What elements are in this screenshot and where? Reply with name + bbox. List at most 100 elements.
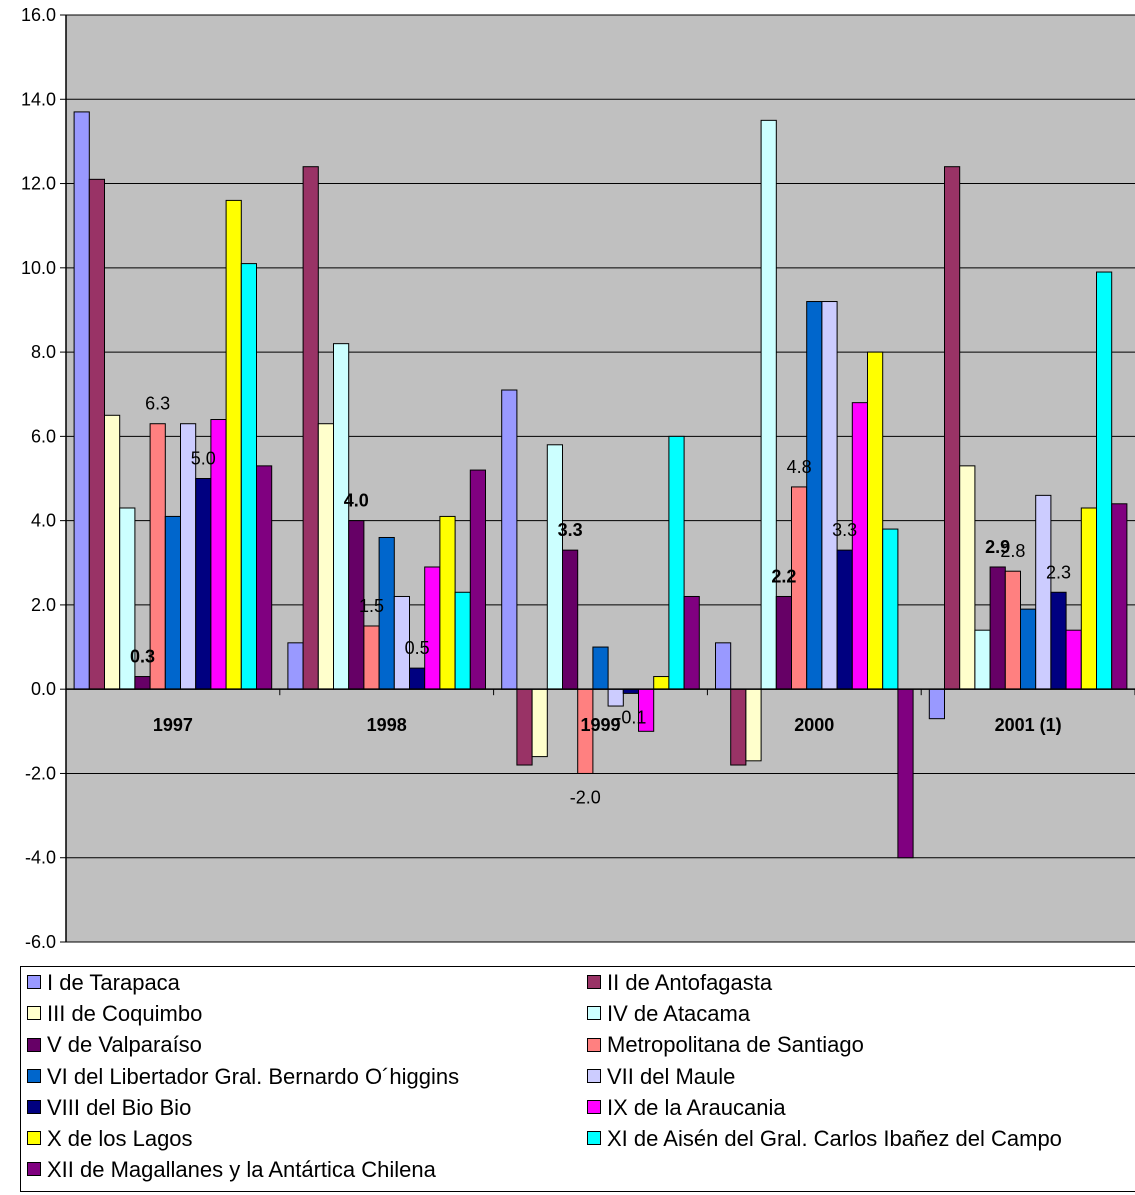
bar: [424, 566, 441, 690]
legend-item: V de Valparaíso: [27, 1031, 202, 1058]
bar: [1096, 271, 1113, 690]
legend-item: XII de Magallanes y la Antártica Chilena: [27, 1156, 436, 1183]
data-label: 3.3: [832, 520, 857, 540]
axes: 16.0 14.0 12.0 10.0 8.0 6.0 4.0 2.0 0.0 -2.0 -4.0 -…: [21, 5, 1135, 952]
bar: [317, 423, 334, 690]
legend-swatch: [27, 1037, 41, 1052]
legend-swatch: [27, 1099, 41, 1114]
y-tick-label: -4.0: [25, 848, 56, 868]
legend-item: VI del Libertador Gral. Bernardo O´higgi…: [27, 1063, 459, 1090]
bar: [73, 111, 90, 690]
legend-swatch: [27, 1131, 41, 1146]
bar: [363, 625, 380, 690]
data-label: 4.0: [344, 491, 369, 511]
legend-item: VII del Maule: [587, 1063, 735, 1090]
bar: [592, 646, 609, 690]
data-label: 0.5: [405, 638, 430, 658]
legend-label: X de los Lagos: [47, 1126, 193, 1151]
category-label: 1999: [580, 715, 620, 735]
bar: [1111, 503, 1128, 690]
bar: [409, 667, 426, 690]
bar: [791, 486, 808, 690]
legend-swatch: [587, 1131, 601, 1146]
legend-item: II de Antofagasta: [587, 969, 772, 996]
legend-swatch: [587, 1099, 601, 1114]
bar: [225, 199, 242, 690]
y-tick-label: -2.0: [25, 763, 56, 783]
bar: [1050, 591, 1067, 690]
data-label: -0.1: [615, 707, 646, 727]
bar: [1035, 494, 1052, 690]
bar: [469, 469, 486, 690]
bar: [715, 642, 732, 690]
bar: [745, 688, 762, 762]
legend-item: III de Coquimbo: [27, 1000, 202, 1027]
category-label: 1997: [153, 715, 193, 735]
legend-label: XII de Magallanes y la Antártica Chilena: [47, 1157, 436, 1183]
bar: [836, 549, 853, 690]
bar: [607, 688, 624, 707]
bar: [1065, 629, 1082, 690]
data-labels: 6.3 0.3 5.0 4.0 1.5 0.5 3.3 -0.1 -2.0 4.8 3.3 2.2 2.…: [130, 394, 1071, 808]
bar: [806, 301, 823, 690]
category-label: 2001 (1): [995, 715, 1062, 735]
bar: [775, 595, 792, 690]
legend-item: XI de Aisén del Gral. Carlos Ibañez del …: [587, 1125, 1062, 1152]
data-label: -2.0: [570, 787, 601, 807]
category-label: 1998: [367, 715, 407, 735]
bar: [668, 435, 685, 690]
bar: [730, 688, 747, 766]
legend-label: V de Valparaíso: [47, 1032, 202, 1058]
bar-chart: 16.0 14.0 12.0 10.0 8.0 6.0 4.0 2.0 0.0 -2.0 -4.0 -…: [21, 5, 1135, 952]
y-tick-label: 4.0: [31, 511, 56, 531]
bar: [928, 688, 945, 720]
legend-swatch: [587, 1037, 601, 1052]
legend-swatch: [27, 1006, 41, 1021]
legend-item: Metropolitana de Santiago: [587, 1031, 864, 1058]
bar: [867, 351, 884, 690]
bar: [287, 642, 304, 690]
bar: [882, 528, 899, 690]
bar: [531, 688, 548, 758]
data-label: 6.3: [145, 394, 170, 414]
bar: [959, 465, 976, 690]
legend-swatch: [587, 1068, 601, 1083]
data-label: 1.5: [359, 596, 384, 616]
bar: [562, 549, 579, 690]
legend-label: IX de la Araucania: [607, 1094, 786, 1120]
bar: [851, 402, 868, 690]
y-tick-label: 8.0: [31, 342, 56, 362]
y-tick-label: 10.0: [21, 258, 56, 278]
bar: [1020, 608, 1037, 690]
bar: [944, 166, 961, 690]
bar: [989, 566, 1006, 690]
bar: [454, 591, 471, 690]
bar: [333, 343, 350, 690]
data-label: 2.3: [1046, 562, 1071, 582]
bar: [302, 166, 319, 690]
data-label: 5.0: [191, 449, 216, 469]
bar: [897, 688, 914, 859]
legend-item: IX de la Araucania: [587, 1094, 786, 1121]
bar: [974, 629, 991, 690]
legend-label: VIII del Bio Bio: [47, 1094, 192, 1120]
bar: [88, 178, 106, 690]
legend-swatch: [27, 1162, 41, 1177]
y-tick-label: 12.0: [21, 174, 56, 194]
data-label: 2.2: [771, 566, 796, 586]
data-label: 2.9: [985, 537, 1010, 557]
bar: [240, 263, 258, 690]
legend-swatch: [587, 975, 601, 990]
bar: [821, 301, 838, 690]
bar: [683, 595, 700, 690]
bar: [164, 515, 182, 690]
legend-swatch: [27, 975, 41, 990]
bars: [73, 111, 1128, 859]
data-label: 3.3: [558, 520, 583, 540]
bar: [195, 478, 212, 690]
legend: I de Tarapaca II de Antofagasta III de Coq…: [20, 966, 1135, 1192]
data-label: 2.8: [1000, 541, 1025, 561]
bar: [439, 515, 456, 690]
bar: [1080, 507, 1098, 690]
legend-item: I de Tarapaca: [27, 969, 180, 996]
